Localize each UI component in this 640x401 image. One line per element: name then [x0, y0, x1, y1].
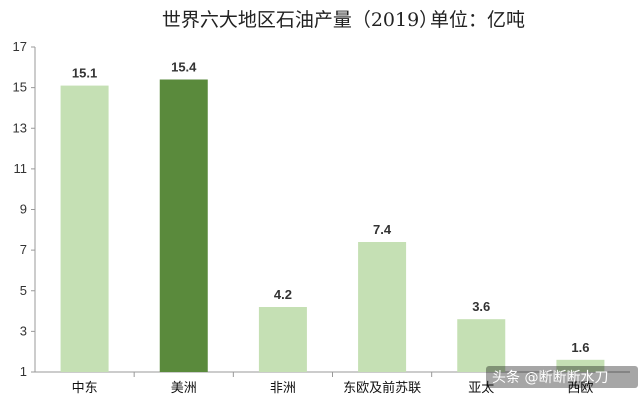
- category-label-4: 亚太: [468, 381, 494, 396]
- watermark-text: 头条 @断断断水刀: [492, 369, 608, 386]
- data-label-4: 3.6: [472, 299, 490, 314]
- data-label-5: 1.6: [571, 340, 589, 355]
- data-label-3: 7.4: [373, 222, 392, 237]
- bar-5: [556, 359, 605, 372]
- data-labels: 15.1 中东 15.4 美洲 4.2 非洲 7.4 东欧及前苏联 3.6 亚太 1.6 西欧: [72, 60, 594, 397]
- data-label-0: 15.1: [72, 66, 97, 81]
- watermark-background: [486, 366, 638, 388]
- y-tick-label: 17: [13, 39, 27, 54]
- bar-3: [358, 242, 407, 372]
- category-label-5: 西欧: [567, 381, 593, 396]
- category-label-3: 东欧及前苏联: [343, 380, 421, 396]
- y-tick-label: 13: [13, 120, 27, 135]
- data-label-1: 15.4: [171, 60, 197, 75]
- bar-0: [60, 85, 109, 372]
- chart-title: 世界六大地区石油产量（2019）: [162, 9, 438, 31]
- y-tick-label: 11: [14, 161, 28, 176]
- category-label-2: 非洲: [270, 381, 296, 396]
- y-tick-label: 3: [20, 323, 27, 338]
- y-tick-label: 1: [20, 364, 27, 379]
- unit-label: 单位：亿吨: [430, 9, 525, 31]
- bar-4: [457, 319, 506, 372]
- bar-1: [159, 79, 208, 372]
- y-tick-label: 5: [20, 283, 27, 298]
- y-tick-label: 15: [13, 80, 27, 95]
- bars: [60, 79, 605, 372]
- bar-2: [258, 307, 307, 372]
- category-label-0: 中东: [72, 381, 98, 396]
- category-label-1: 美洲: [171, 381, 197, 396]
- data-label-2: 4.2: [274, 287, 292, 302]
- watermark: 头条 @断断断水刀: [486, 366, 638, 388]
- y-tick-label: 7: [20, 242, 27, 257]
- y-tick-label: 9: [20, 202, 27, 217]
